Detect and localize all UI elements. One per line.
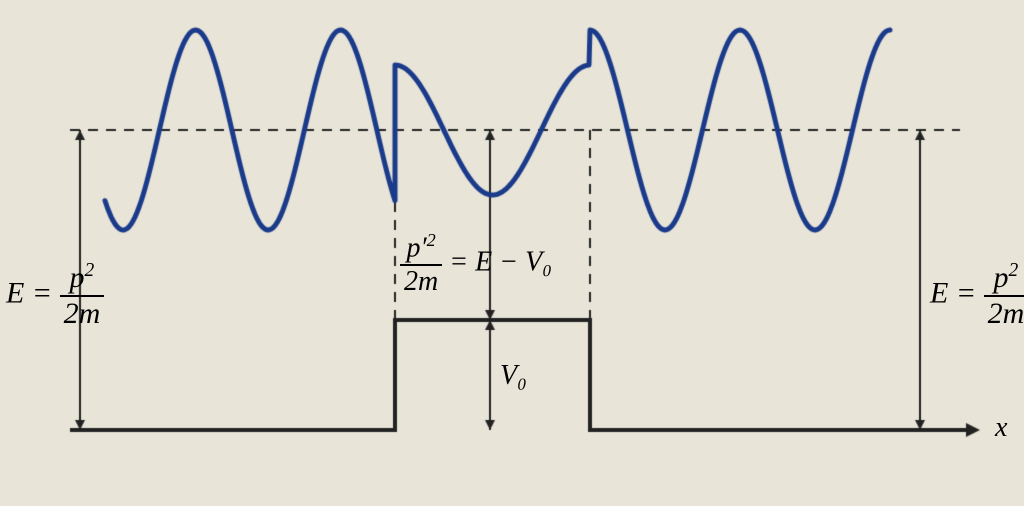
center-energy-label: p′2 2m = E − V₀ <box>400 230 552 298</box>
center-energy-fraction: p′2 2m <box>400 230 442 298</box>
x-axis-label: x <box>995 412 1007 444</box>
center-energy-suffix: = E − V₀ <box>442 247 552 278</box>
right-energy-prefix: E = <box>930 276 984 309</box>
barrier-height-label: V₀ <box>500 360 527 392</box>
right-energy-fraction: p2 2m <box>984 260 1024 331</box>
left-energy-prefix: E = <box>6 276 60 309</box>
left-energy-fraction: p2 2m <box>60 260 105 331</box>
left-energy-label: E = p2 2m <box>6 260 104 331</box>
right-energy-label: E = p2 2m <box>930 260 1024 331</box>
